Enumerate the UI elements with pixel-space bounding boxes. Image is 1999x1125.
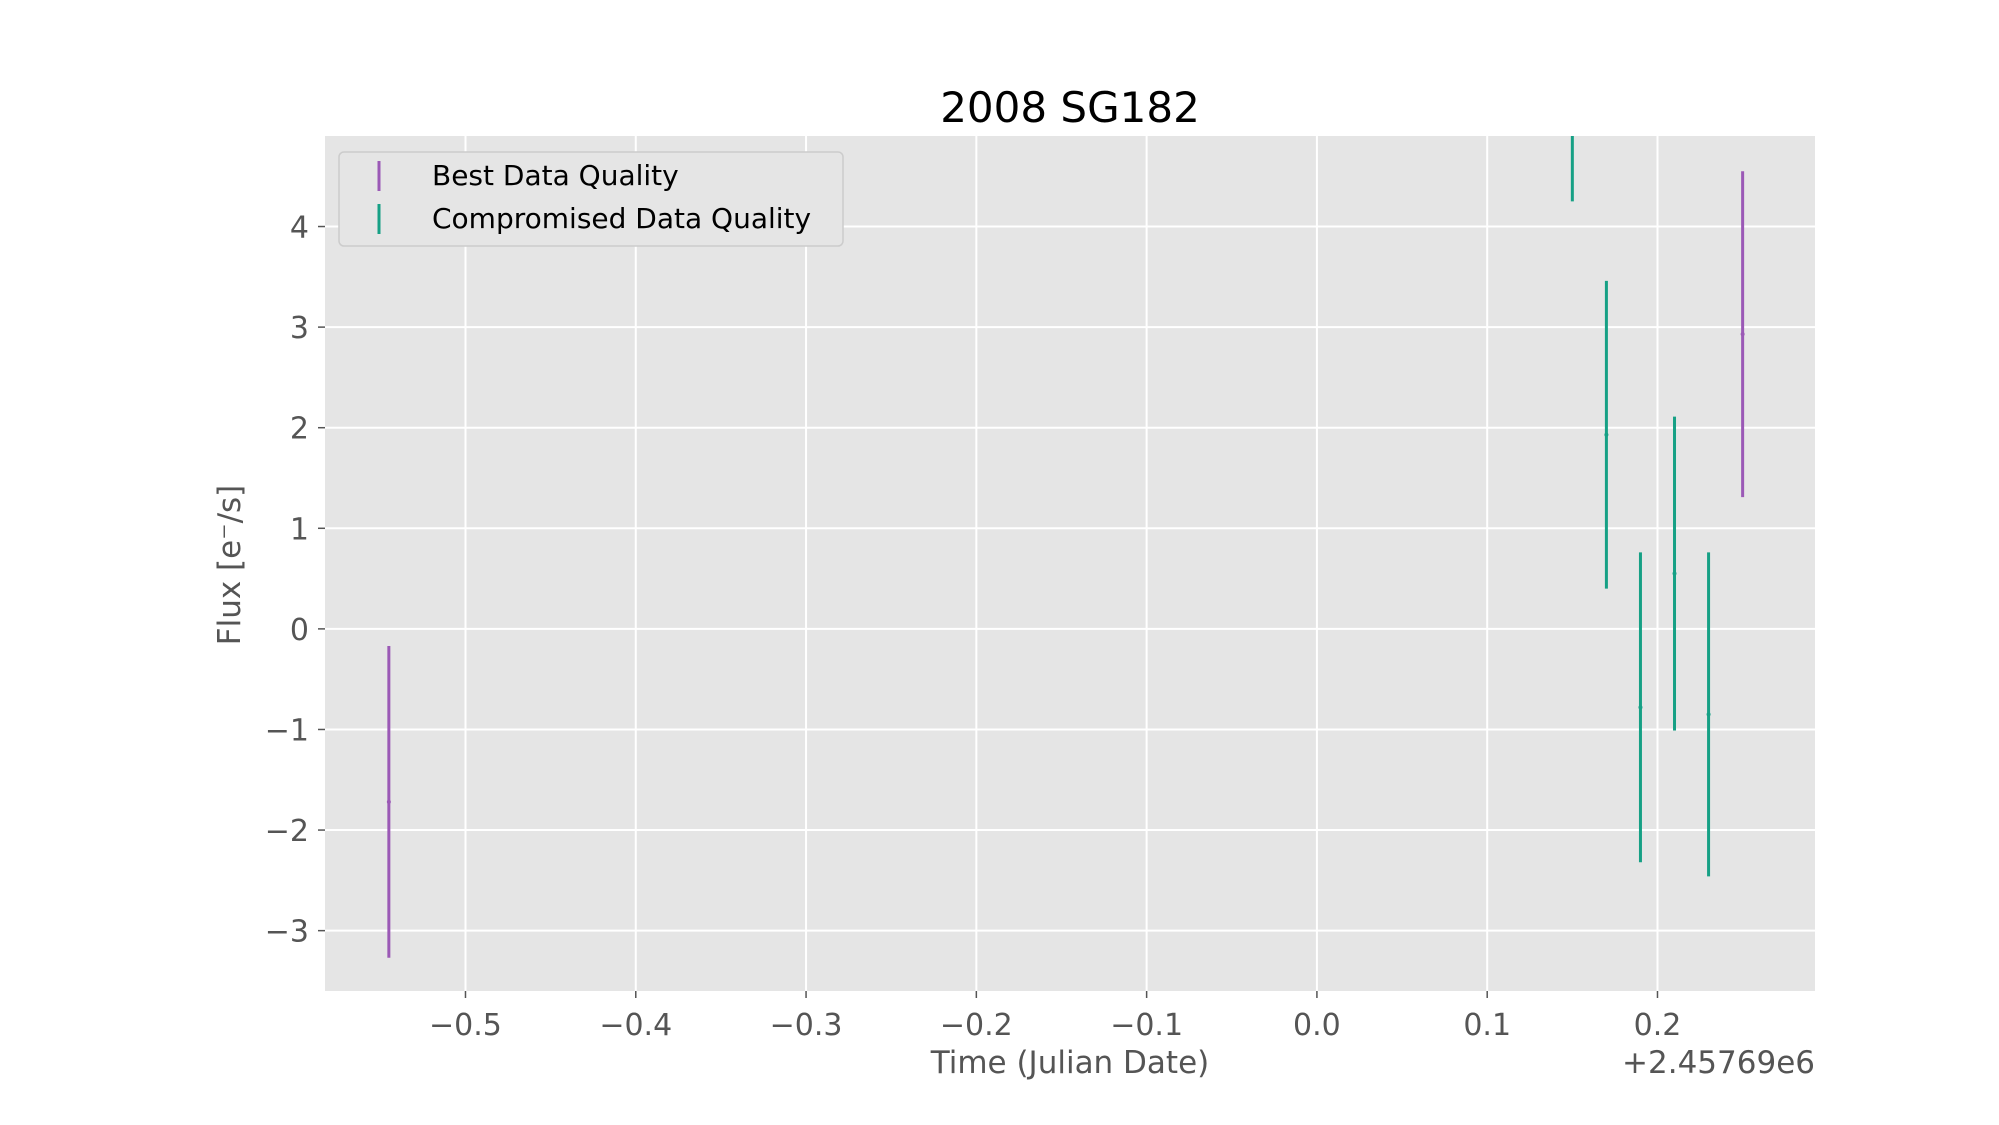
x-tick-label: −0.3 xyxy=(770,1008,843,1043)
legend-label-best: Best Data Quality xyxy=(432,159,679,192)
chart-title: 2008 SG182 xyxy=(940,83,1200,132)
x-axis-title: Time (Julian Date) xyxy=(930,1045,1210,1081)
data-point xyxy=(1638,705,1643,710)
x-tick-label: 0.0 xyxy=(1293,1008,1341,1043)
legend: Best Data Quality Compromised Data Quali… xyxy=(338,151,844,247)
legend-label-compromised: Compromised Data Quality xyxy=(432,202,811,235)
y-tick-label: 0 xyxy=(290,613,309,648)
data-point xyxy=(1740,332,1745,337)
y-tick-label: 4 xyxy=(290,211,309,246)
data-point xyxy=(1706,712,1711,717)
data-point xyxy=(1672,571,1677,576)
y-tick-label: −2 xyxy=(265,814,309,849)
x-tick-label: −0.1 xyxy=(1110,1008,1183,1043)
y-axis-title: Flux [e⁻/s] xyxy=(212,485,248,646)
y-tick-label: −3 xyxy=(265,915,309,950)
x-tick-label: 0.1 xyxy=(1463,1008,1511,1043)
data-point xyxy=(1604,432,1609,437)
y-tick-label: 1 xyxy=(290,512,309,547)
y-tick-label: 3 xyxy=(290,311,309,346)
x-tick-label: −0.4 xyxy=(599,1008,672,1043)
y-tick-label: 2 xyxy=(290,412,309,447)
x-tick-label: −0.5 xyxy=(429,1008,502,1043)
series-1 xyxy=(1570,136,1711,877)
x-tick-label: 0.2 xyxy=(1634,1008,1682,1043)
legend-box xyxy=(338,151,844,247)
x-tick-label: −0.2 xyxy=(940,1008,1013,1043)
plot-area xyxy=(325,136,1815,991)
series-0 xyxy=(386,171,1745,958)
data-point xyxy=(386,799,391,804)
x-axis-offset-label: +2.45769e6 xyxy=(1622,1045,1815,1081)
y-tick-label: −1 xyxy=(265,713,309,748)
